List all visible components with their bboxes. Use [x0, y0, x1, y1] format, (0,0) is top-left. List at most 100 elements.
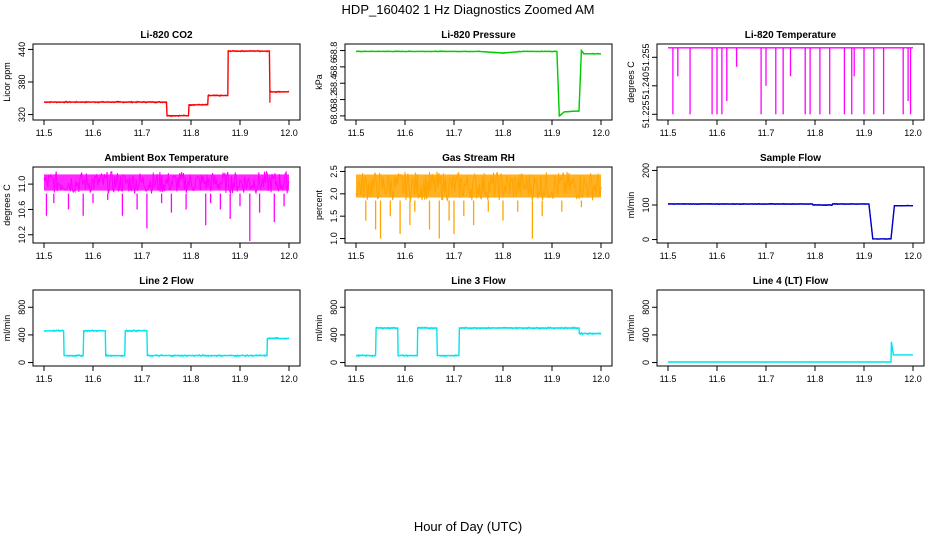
x-tick-label: 11.7 [446, 128, 463, 138]
x-tick-label: 11.6 [85, 374, 102, 384]
x-tick-label: 11.7 [446, 251, 463, 261]
panel-ylabel: percent [314, 189, 324, 220]
y-tick-label: 51.240 [641, 72, 651, 100]
y-tick-label: 1.5 [329, 210, 339, 223]
x-tick-label: 12.0 [280, 128, 298, 138]
panel-title: Line 4 (LT) Flow [753, 276, 829, 287]
series-line [668, 203, 913, 240]
y-tick-label: 10.6 [17, 201, 27, 219]
series-noise [667, 202, 914, 240]
panel-frame [656, 289, 925, 367]
panel-ylabel: ml/min [314, 315, 324, 342]
panel-frame [344, 166, 613, 244]
panel-co2: Li-820 CO2 Licor ppm 11.5 11.6 11.7 11.8 11.9 1… [2, 30, 301, 138]
y-tick-label: 400 [329, 327, 339, 342]
x-tick-label: 11.9 [544, 251, 561, 261]
x-tick-label: 11.7 [134, 251, 151, 261]
series-line [668, 341, 913, 363]
panel-rh: Gas Stream RH percent 11.5 11.6 11.7 11.8 11.9… [314, 153, 613, 261]
x-tick-label: 11.7 [134, 374, 151, 384]
y-tick-label: 1.0 [329, 232, 339, 245]
series-pressure [355, 48, 602, 118]
series-band-fill [356, 174, 601, 198]
x-tick-label: 11.7 [758, 128, 775, 138]
x-tick-label: 11.9 [232, 128, 249, 138]
series-co2 [43, 49, 290, 118]
x-tick-label: 11.6 [397, 374, 414, 384]
x-tick-label: 12.0 [280, 374, 298, 384]
series-noise [355, 49, 602, 117]
panel-line2-flow: Line 2 Flow ml/min 11.5 11.6 11.7 11.8 11.9 12.… [2, 276, 301, 384]
x-tick-label: 12.0 [904, 374, 922, 384]
panel-ambient-temp: Ambient Box Temperature degrees C 11.5 11.6… [2, 153, 301, 261]
panel-line4-flow: Line 4 (LT) Flow ml/min 11.5 11.6 11.7 11.8 11… [626, 276, 925, 384]
y-tick-label: 800 [329, 300, 339, 315]
x-tick-label: 11.8 [183, 251, 200, 261]
y-tick-label: 2.5 [329, 165, 339, 178]
x-tick-label: 12.0 [280, 251, 298, 261]
y-tick-label: 51.225 [641, 101, 651, 129]
x-tick-label: 11.6 [709, 374, 726, 384]
x-tick-label: 12.0 [904, 251, 922, 261]
figure-title: HDP_160402 1 Hz Diagnostics Zoomed AM [342, 2, 595, 17]
series-line [356, 327, 601, 357]
panel-title: Ambient Box Temperature [104, 153, 229, 164]
y-tick-label: 68.0 [329, 107, 339, 125]
y-tick-label: 0 [641, 237, 651, 242]
series-line2-flow [43, 328, 290, 358]
panel-frame [344, 43, 613, 121]
series-noise [43, 49, 290, 118]
y-tick-label: 320 [17, 107, 27, 122]
panel-sample-flow: Sample Flow ml/min 11.5 11.6 11.7 11.8 11.9 12.… [626, 153, 925, 261]
panel-frame [32, 166, 301, 244]
x-tick-label: 11.5 [660, 128, 677, 138]
x-tick-label: 11.9 [856, 374, 873, 384]
panel-title: Gas Stream RH [442, 153, 515, 164]
panel-ylabel: ml/min [626, 315, 636, 342]
x-tick-label: 11.9 [544, 128, 561, 138]
x-tick-label: 11.6 [397, 251, 414, 261]
x-tick-label: 11.7 [134, 128, 151, 138]
x-tick-label: 11.5 [660, 374, 677, 384]
x-tick-label: 11.8 [183, 128, 200, 138]
x-tick-label: 11.9 [856, 128, 873, 138]
panel-pressure: Li-820 Pressure kPa 11.5 11.6 11.7 11.8 11.9 12… [314, 30, 613, 138]
series-noise [43, 328, 290, 358]
x-tick-label: 11.6 [85, 128, 102, 138]
x-tick-label: 11.5 [36, 374, 53, 384]
panel-title: Li-820 Pressure [441, 30, 516, 41]
series-line [356, 48, 601, 118]
panel-frame [656, 166, 925, 244]
series-ambient-temp [43, 170, 290, 242]
panel-ylabel: ml/min [2, 315, 12, 342]
x-tick-label: 11.5 [348, 128, 365, 138]
series-band-fill [44, 174, 289, 191]
series-line3-flow [355, 326, 602, 358]
y-tick-label: 100 [641, 197, 651, 212]
y-tick-label: 2.0 [329, 188, 339, 201]
panel-grid: Li-820 CO2 Licor ppm 11.5 11.6 11.7 11.8 11.9 1… [2, 30, 925, 384]
series-lic-temp [668, 47, 913, 115]
x-tick-label: 11.5 [348, 251, 365, 261]
panel-title: Li-820 CO2 [140, 30, 193, 41]
series-line4-flow [668, 341, 914, 363]
x-tick-label: 11.5 [36, 128, 53, 138]
x-tick-label: 11.8 [807, 374, 824, 384]
series-sample-flow [667, 202, 914, 240]
y-tick-label: 400 [641, 327, 651, 342]
x-tick-label: 11.5 [348, 374, 365, 384]
panel-line3-flow: Line 3 Flow ml/min 11.5 11.6 11.7 11.8 11.9 12.… [314, 276, 613, 384]
x-tick-label: 11.8 [495, 251, 512, 261]
x-tick-label: 11.6 [709, 251, 726, 261]
y-tick-label: 800 [641, 300, 651, 315]
series-noise [668, 341, 914, 363]
y-tick-label: 400 [17, 327, 27, 342]
panel-ylabel: degrees C [626, 61, 636, 103]
x-tick-label: 11.8 [495, 374, 512, 384]
panel-ylabel: Licor ppm [2, 62, 12, 102]
x-tick-label: 11.5 [660, 251, 677, 261]
panel-frame [656, 43, 925, 121]
x-tick-label: 11.8 [495, 128, 512, 138]
x-tick-label: 11.6 [85, 251, 102, 261]
